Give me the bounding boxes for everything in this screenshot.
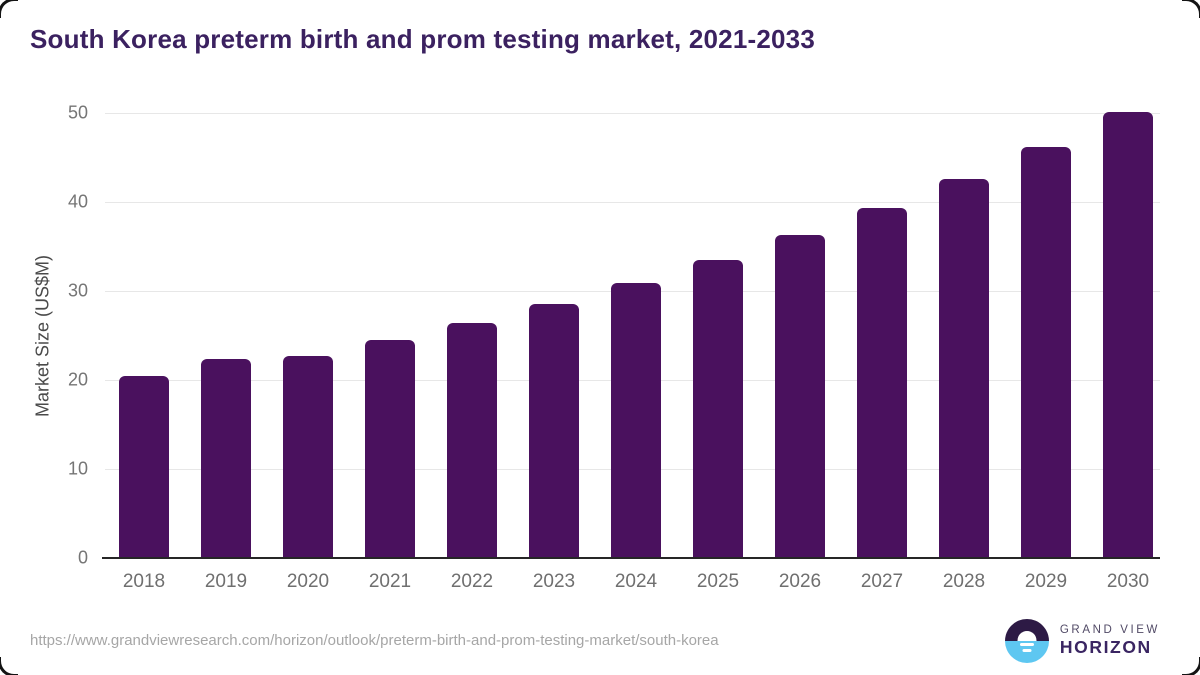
- x-tick-label: 2022: [450, 571, 494, 592]
- y-tick-label: 40: [67, 191, 88, 212]
- frame-corner: [0, 0, 18, 18]
- x-tick-label: 2023: [532, 571, 576, 592]
- x-tick-label: 2018: [122, 571, 166, 592]
- y-tick-label: 0: [77, 547, 88, 568]
- frame-corner: [1182, 0, 1200, 18]
- brand-logo: GRAND VIEW HORIZON: [1004, 619, 1160, 663]
- brand-name-bottom: HORIZON: [1059, 637, 1152, 658]
- sun-shape: [1017, 631, 1037, 641]
- gridline: [105, 202, 1160, 203]
- x-tick-label: 2026: [778, 571, 822, 592]
- sun-reflection-line: [1019, 643, 1034, 647]
- sun-reflection-line: [1022, 649, 1032, 653]
- bar-2026[interactable]: [775, 234, 825, 558]
- bar-2029[interactable]: [1021, 146, 1071, 558]
- bar-2028[interactable]: [939, 178, 989, 558]
- y-tick-label: 20: [67, 369, 88, 390]
- x-tick-label: 2027: [860, 571, 904, 592]
- bar-2018[interactable]: [119, 376, 169, 558]
- x-tick-label: 2021: [368, 571, 412, 592]
- source-url: https://www.grandviewresearch.com/horizo…: [30, 632, 719, 649]
- y-tick-label: 50: [67, 102, 88, 123]
- brand-text: GRAND VIEW HORIZON: [1060, 624, 1160, 658]
- bar-2027[interactable]: [857, 208, 907, 558]
- bar-2022[interactable]: [447, 323, 497, 558]
- x-tick-label: 2030: [1106, 571, 1150, 592]
- gridline: [105, 113, 1160, 114]
- bar-2019[interactable]: [201, 358, 251, 558]
- x-tick-label: 2024: [614, 571, 658, 592]
- plot-area: 0 10 20 30 40 50 2018 2019 2020 2021 2022 2023 2024 2…: [68, 103, 1160, 592]
- x-axis-line: [102, 557, 1160, 559]
- y-tick-label: 30: [67, 280, 88, 301]
- x-tick-label: 2019: [204, 571, 248, 592]
- x-tick-label: 2028: [942, 571, 986, 592]
- brand-name-top: GRAND VIEW: [1059, 623, 1160, 636]
- x-tick-label: 2029: [1024, 571, 1068, 592]
- bar-2030[interactable]: [1103, 112, 1153, 558]
- x-tick-label: 2025: [696, 571, 740, 592]
- x-tick-label: 2020: [286, 571, 330, 592]
- bar-2023[interactable]: [529, 303, 579, 558]
- y-tick-label: 10: [67, 458, 88, 479]
- bar-2024[interactable]: [611, 283, 661, 558]
- bar-2020[interactable]: [283, 356, 333, 558]
- horizon-sun-icon: [1004, 619, 1049, 663]
- bar-2021[interactable]: [365, 340, 415, 558]
- frame-corner: [1182, 657, 1200, 675]
- chart-title: South Korea preterm birth and prom testi…: [30, 24, 815, 54]
- frame-corner: [0, 657, 18, 675]
- y-axis-title: Market Size (US$M): [32, 254, 53, 417]
- bar-2025[interactable]: [693, 259, 743, 558]
